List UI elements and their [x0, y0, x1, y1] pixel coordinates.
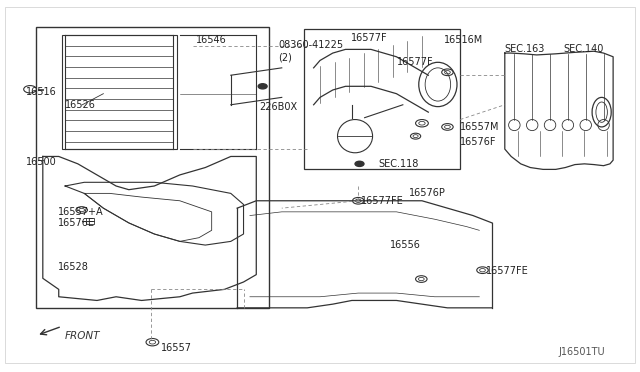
Text: 16576F: 16576F [460, 137, 497, 147]
Text: 16546: 16546 [196, 35, 227, 45]
Text: 16577F: 16577F [396, 57, 433, 67]
Text: 226B0X: 226B0X [259, 102, 298, 112]
Bar [62, 35, 177, 149]
Circle shape [355, 161, 364, 166]
Text: 16556: 16556 [390, 240, 421, 250]
Text: 16516: 16516 [26, 87, 56, 97]
Text: FRONT: FRONT [65, 331, 100, 340]
Text: SEC.118: SEC.118 [379, 159, 419, 169]
Text: 16577FE: 16577FE [486, 266, 529, 276]
Text: 16557M: 16557M [460, 122, 500, 132]
Text: J16501TU: J16501TU [559, 347, 605, 357]
Circle shape [258, 84, 267, 89]
Bar [86, 218, 94, 224]
Text: 16577F: 16577F [351, 33, 387, 43]
Bar [36, 27, 269, 308]
Text: 16500: 16500 [26, 157, 56, 167]
Bar [304, 29, 460, 169]
Text: 16557: 16557 [161, 343, 192, 353]
Text: 16526: 16526 [65, 100, 96, 110]
Text: 16528: 16528 [58, 262, 88, 272]
Text: 16516M: 16516M [444, 35, 483, 45]
Text: 08360-41225
(2): 08360-41225 (2) [278, 41, 344, 62]
Text: 16557+A: 16557+A [58, 207, 103, 217]
Text: SEC.140: SEC.140 [563, 44, 604, 54]
Text: 16576P: 16576P [409, 188, 446, 198]
Text: 16576E: 16576E [58, 218, 95, 228]
Text: SEC.163: SEC.163 [505, 44, 545, 54]
Text: 16577FE: 16577FE [362, 196, 404, 206]
